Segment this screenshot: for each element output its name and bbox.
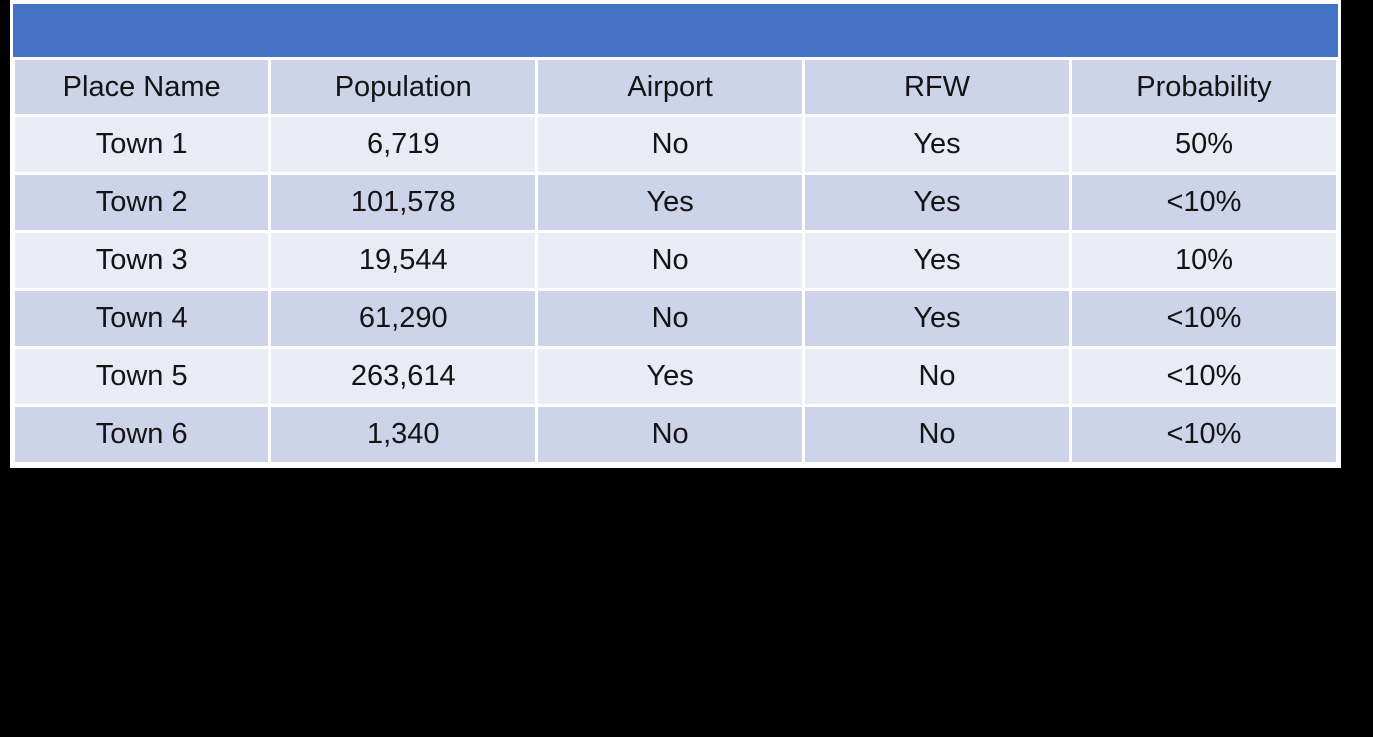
cell-airport: No bbox=[538, 407, 803, 462]
cell-airport: Yes bbox=[538, 349, 803, 404]
col-header-probability: Probability bbox=[1071, 60, 1336, 114]
cell-probability: <10% bbox=[1071, 349, 1336, 404]
title-bar bbox=[13, 4, 1338, 57]
cell-place: Town 1 bbox=[15, 117, 269, 172]
cell-probability: <10% bbox=[1071, 291, 1336, 346]
table-row: Town 2 101,578 Yes Yes <10% bbox=[15, 175, 1336, 230]
cell-airport: No bbox=[538, 233, 803, 288]
cell-population: 263,614 bbox=[271, 349, 536, 404]
table-row: Town 4 61,290 No Yes <10% bbox=[15, 291, 1336, 346]
col-header-airport: Airport bbox=[538, 60, 803, 114]
cell-airport: Yes bbox=[538, 175, 803, 230]
cell-place: Town 5 bbox=[15, 349, 269, 404]
cell-population: 19,544 bbox=[271, 233, 536, 288]
col-header-place-name: Place Name bbox=[15, 60, 269, 114]
cell-population: 101,578 bbox=[271, 175, 536, 230]
table-container: Place Name Population Airport RFW Probab… bbox=[10, 0, 1341, 468]
col-header-population: Population bbox=[271, 60, 536, 114]
table-row: Town 1 6,719 No Yes 50% bbox=[15, 117, 1336, 172]
cell-rfw: Yes bbox=[805, 291, 1069, 346]
cell-place: Town 6 bbox=[15, 407, 269, 462]
cell-airport: No bbox=[538, 117, 803, 172]
cell-rfw: No bbox=[805, 407, 1069, 462]
cell-place: Town 4 bbox=[15, 291, 269, 346]
cell-population: 1,340 bbox=[271, 407, 536, 462]
cell-place: Town 3 bbox=[15, 233, 269, 288]
table-row: Town 6 1,340 No No <10% bbox=[15, 407, 1336, 462]
cell-airport: No bbox=[538, 291, 803, 346]
table-row: Town 3 19,544 No Yes 10% bbox=[15, 233, 1336, 288]
cell-probability: 10% bbox=[1071, 233, 1336, 288]
col-header-rfw: RFW bbox=[805, 60, 1069, 114]
cell-probability: <10% bbox=[1071, 407, 1336, 462]
cell-rfw: No bbox=[805, 349, 1069, 404]
cell-population: 61,290 bbox=[271, 291, 536, 346]
cell-place: Town 2 bbox=[15, 175, 269, 230]
cell-rfw: Yes bbox=[805, 175, 1069, 230]
table-header-row: Place Name Population Airport RFW Probab… bbox=[15, 60, 1336, 114]
cell-probability: <10% bbox=[1071, 175, 1336, 230]
cell-population: 6,719 bbox=[271, 117, 536, 172]
cell-rfw: Yes bbox=[805, 117, 1069, 172]
cell-probability: 50% bbox=[1071, 117, 1336, 172]
table-row: Town 5 263,614 Yes No <10% bbox=[15, 349, 1336, 404]
places-table: Place Name Population Airport RFW Probab… bbox=[12, 57, 1339, 465]
cell-rfw: Yes bbox=[805, 233, 1069, 288]
